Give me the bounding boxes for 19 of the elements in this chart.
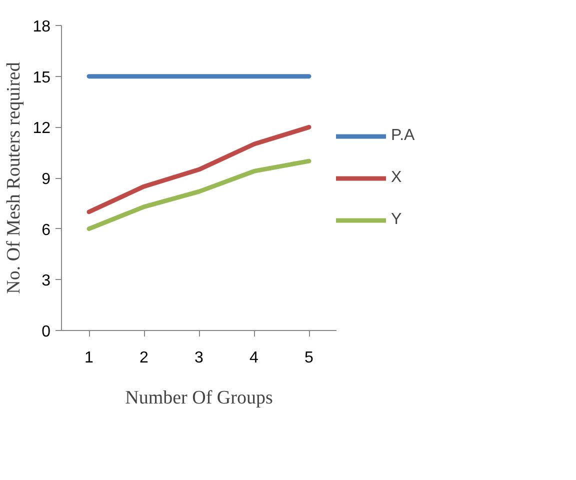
line-series <box>86 124 312 214</box>
y-axis-title: No. Of Mesh Routers required <box>4 62 25 294</box>
y-tick-label: 15 <box>32 69 51 86</box>
y-tick-label: 18 <box>32 18 51 36</box>
x-tick-label: 1 <box>84 350 94 366</box>
line-series <box>86 158 312 232</box>
x-tick-label: 2 <box>140 350 149 366</box>
x-tick-label: 3 <box>194 350 204 366</box>
y-tick-label: 9 <box>42 171 51 188</box>
y-tick-label: 0 <box>42 324 51 340</box>
x-axis-title: Number Of Groups <box>125 388 273 408</box>
legend-label: P.A <box>391 126 416 144</box>
y-tick-label: 3 <box>42 272 51 290</box>
x-tick-label: 4 <box>250 350 259 366</box>
legend-label: Y <box>391 210 403 228</box>
y-tick-label: 6 <box>42 222 51 239</box>
x-tick-label: 5 <box>304 350 314 366</box>
legend-label: X <box>391 168 403 186</box>
y-tick-label: 12 <box>32 120 51 138</box>
